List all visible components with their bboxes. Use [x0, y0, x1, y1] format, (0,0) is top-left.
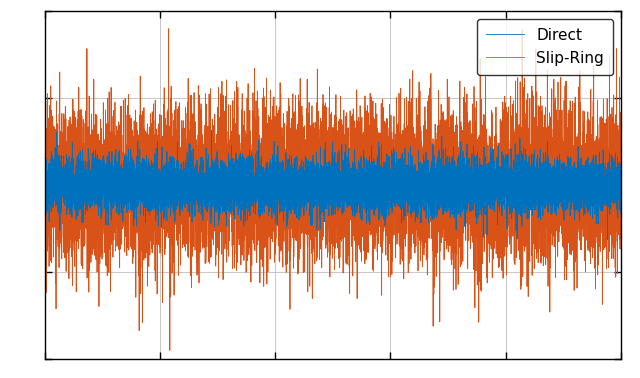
Direct: [76, 189, 83, 194]
Slip-Ring: [165, 26, 173, 31]
Slip-Ring: [586, 202, 594, 206]
Slip-Ring: [65, 144, 72, 149]
Slip-Ring: [41, 225, 49, 229]
Legend: Direct, Slip-Ring: Direct, Slip-Ring: [477, 19, 613, 75]
Direct: [323, 174, 330, 179]
Direct: [44, 193, 51, 197]
Direct: [604, 237, 611, 242]
Direct: [586, 177, 594, 182]
Direct: [617, 174, 625, 178]
Slip-Ring: [323, 198, 330, 203]
Slip-Ring: [617, 146, 625, 150]
Slip-Ring: [166, 348, 173, 353]
Direct: [208, 129, 216, 133]
Slip-Ring: [44, 183, 51, 188]
Slip-Ring: [154, 200, 161, 204]
Line: Slip-Ring: Slip-Ring: [45, 29, 621, 350]
Direct: [41, 176, 49, 181]
Direct: [154, 184, 161, 188]
Line: Direct: Direct: [45, 131, 621, 240]
Slip-Ring: [76, 148, 83, 153]
Direct: [65, 178, 72, 183]
